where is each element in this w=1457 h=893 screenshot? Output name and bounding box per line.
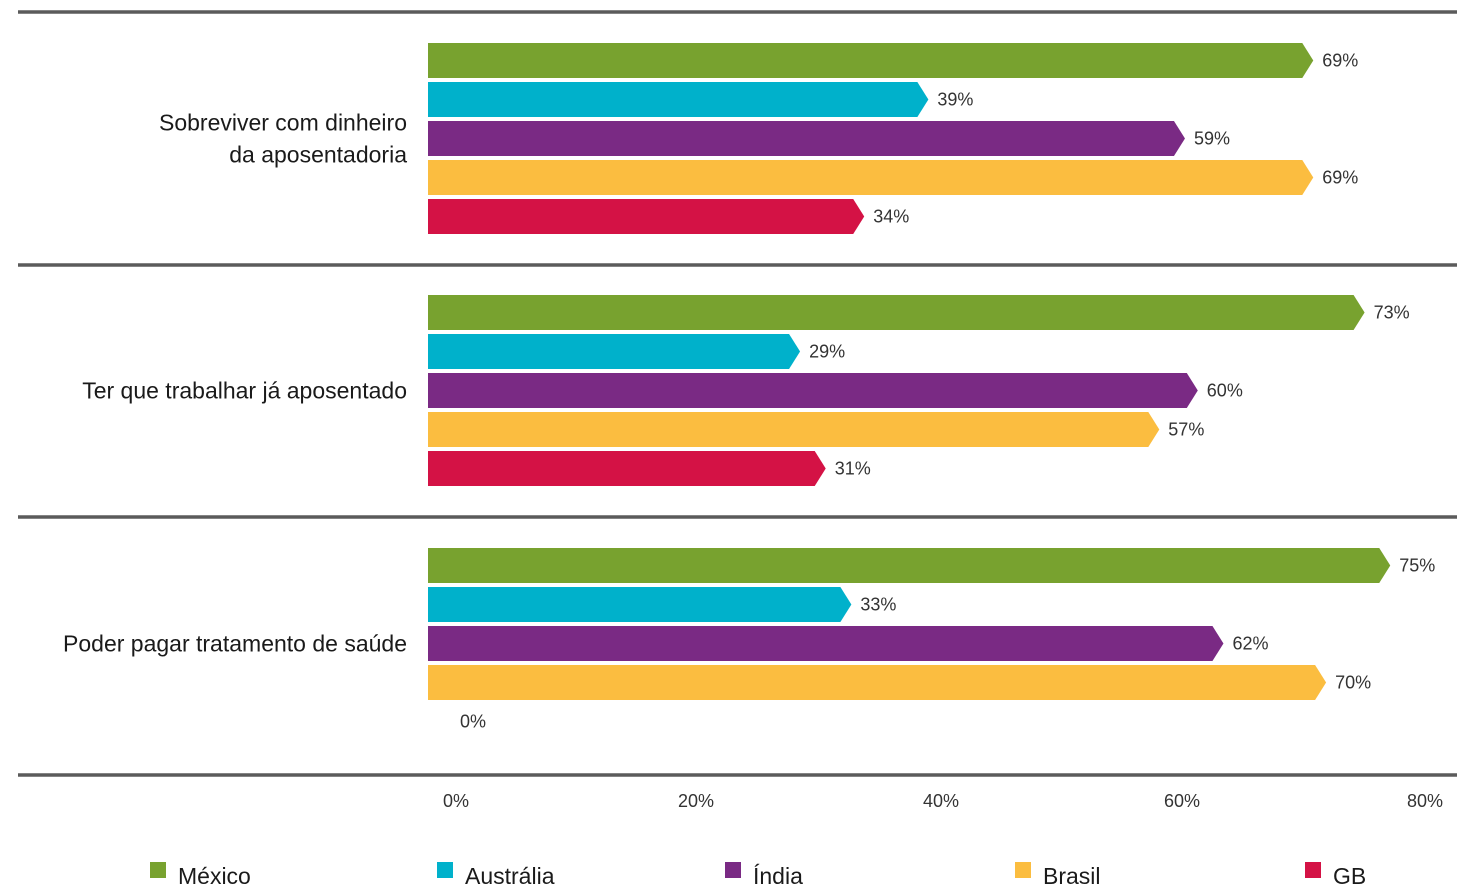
x-tick-label: 20% xyxy=(678,791,714,811)
legend-swatch xyxy=(150,862,166,878)
data-label: 57% xyxy=(1168,420,1204,440)
data-label: 31% xyxy=(835,459,871,479)
bar xyxy=(428,373,1198,408)
legend-swatch xyxy=(1305,862,1321,878)
bar xyxy=(428,626,1224,661)
data-label: 75% xyxy=(1399,556,1435,576)
bar xyxy=(428,665,1327,700)
x-tick-label: 80% xyxy=(1407,791,1443,811)
bar xyxy=(428,160,1314,195)
category-label: da aposentadoria xyxy=(229,142,407,168)
data-label: 33% xyxy=(860,595,896,615)
data-label: 59% xyxy=(1194,129,1230,149)
data-label: 69% xyxy=(1322,168,1358,188)
data-label: 34% xyxy=(873,207,909,227)
bar xyxy=(428,548,1391,583)
category-label: Poder pagar tratamento de saúde xyxy=(63,631,407,657)
data-label: 70% xyxy=(1335,673,1371,693)
data-label: 62% xyxy=(1232,634,1268,654)
legend-swatch xyxy=(725,862,741,878)
data-label: 73% xyxy=(1374,303,1410,323)
x-tick-label: 0% xyxy=(443,791,469,811)
x-tick-label: 60% xyxy=(1164,791,1200,811)
data-label: 69% xyxy=(1322,51,1358,71)
bar xyxy=(428,82,929,117)
legend-label: Brasil xyxy=(1043,863,1101,888)
bar xyxy=(428,587,852,622)
legend-label: Austrália xyxy=(465,863,555,888)
legend-label: México xyxy=(178,863,251,888)
category-label: Ter que trabalhar já aposentado xyxy=(82,378,407,404)
legend-swatch xyxy=(437,862,453,878)
bar xyxy=(428,334,801,369)
legend-swatch xyxy=(1015,862,1031,878)
bar xyxy=(428,412,1160,447)
data-label: 0% xyxy=(460,712,486,732)
bar xyxy=(428,121,1185,156)
data-label: 39% xyxy=(937,90,973,110)
legend-label: GB xyxy=(1333,863,1366,888)
bar xyxy=(428,295,1365,330)
bar xyxy=(428,451,826,486)
bar xyxy=(428,43,1314,78)
legend-label: Índia xyxy=(753,863,803,888)
bar xyxy=(428,199,865,234)
category-label: Sobreviver com dinheiro xyxy=(159,110,407,136)
data-label: 60% xyxy=(1207,381,1243,401)
data-label: 29% xyxy=(809,342,845,362)
x-tick-label: 40% xyxy=(923,791,959,811)
